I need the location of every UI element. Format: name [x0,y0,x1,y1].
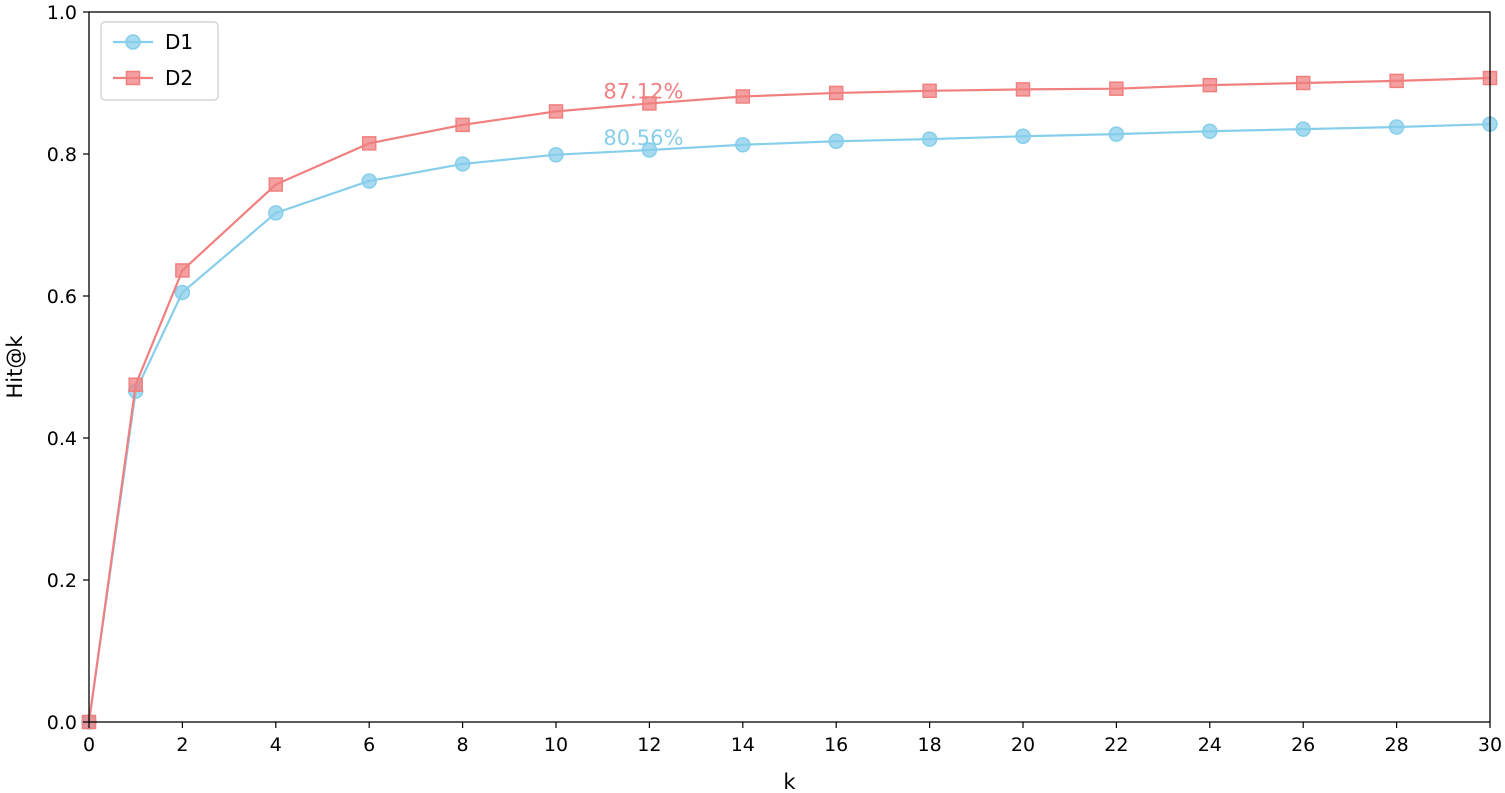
y-axis-ticks: 0.0 0.2 0.4 0.6 0.8 1.0 [47,2,89,734]
x-tick-label: 4 [270,734,282,756]
y-tick-label: 0.0 [47,712,77,734]
data-point-d2 [128,377,143,392]
data-point-d1 [454,156,471,172]
x-tick-label: 10 [544,734,568,756]
x-tick-label: 26 [1291,734,1315,756]
data-point-d2 [1295,75,1311,91]
data-point-d1 [735,137,751,153]
data-point-d2 [828,85,844,101]
data-point-d2 [361,136,377,151]
annotation-layer: 87.12% 80.56% [603,79,683,150]
series-layer [81,70,1498,730]
x-tick-label: 28 [1385,734,1409,756]
data-point-d2 [1202,77,1218,93]
data-point-d1 [828,133,844,149]
y-tick-label: 0.4 [47,428,77,450]
data-point-d2 [1389,73,1404,89]
data-point-d1 [1295,121,1311,137]
data-point-d1 [1108,126,1125,142]
data-point-d2 [642,96,657,111]
data-point-d1 [174,284,191,301]
x-tick-label: 24 [1198,734,1222,756]
x-axis-label: k [783,770,796,793]
data-point-d1 [548,146,564,163]
y-tick-label: 1.0 [47,2,77,24]
data-point-d2 [1015,82,1031,97]
x-tick-label: 2 [176,734,188,756]
series-line-d2 [87,76,1491,723]
series-line-d1 [87,123,1491,723]
data-point-d2 [268,177,284,192]
x-tick-label: 16 [824,734,848,756]
data-point-d1 [1388,119,1405,135]
y-tick-label: 0.8 [47,144,77,166]
data-point-d1 [921,131,938,147]
data-point-d1 [268,205,284,221]
legend-box [100,21,219,101]
y-axis-label: Hit@k [3,335,27,399]
data-point-d1 [361,173,377,189]
x-tick-label: 22 [1104,734,1128,756]
data-point-d2 [735,89,751,104]
data-point-d2 [455,117,470,133]
series-d1 [81,116,1498,730]
data-point-d1 [1015,128,1031,144]
data-point-d1 [1202,123,1218,140]
x-tick-label: 6 [363,734,375,756]
x-tick-label: 18 [918,734,942,756]
data-point-d2 [548,104,564,119]
data-point-d2 [1109,81,1124,96]
x-tick-label: 14 [731,734,755,756]
legend: D1 D2 [100,21,219,101]
x-tick-label: 0 [83,734,95,756]
data-point-d1 [641,142,658,158]
series-d2 [81,70,1498,730]
legend-label-d1: D1 [165,30,193,54]
annotation-label: 80.56% [603,126,683,150]
legend-label-d2: D2 [165,66,193,90]
x-tick-label: 12 [637,734,661,756]
annotation-label: 87.12% [603,79,683,103]
data-point-d2 [922,83,937,99]
legend-marker-d2 [125,70,141,86]
x-tick-label: 20 [1011,734,1035,756]
legend-marker-d1 [125,34,141,50]
plot-frame [88,11,1491,723]
y-tick-label: 0.2 [47,570,77,592]
x-tick-label: 8 [457,734,469,756]
x-tick-label: 30 [1478,734,1502,756]
x-axis-ticks: 0 2 4 6 8 10 12 14 16 18 20 22 24 26 28 30 [83,722,1502,756]
y-tick-label: 0.6 [47,286,77,308]
data-point-d2 [175,263,190,278]
